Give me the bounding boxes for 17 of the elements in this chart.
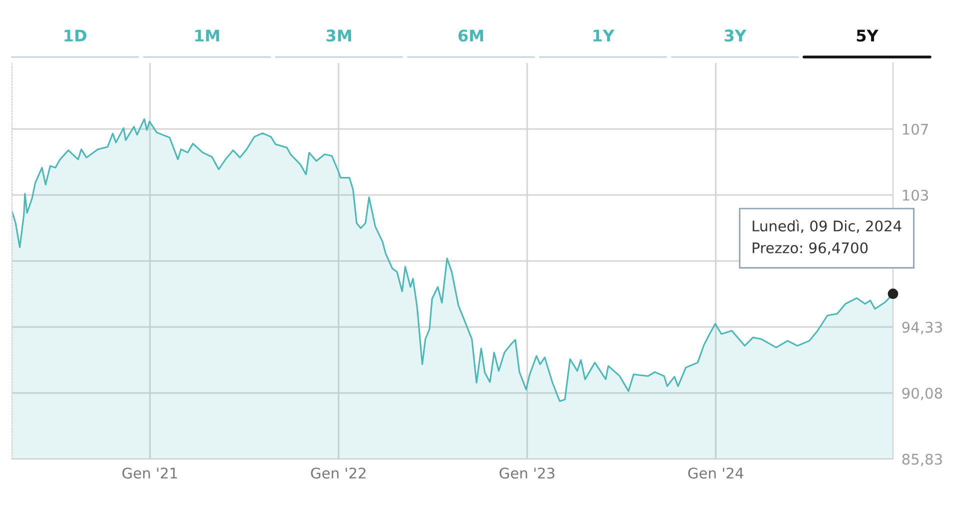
x-tick-label: Gen '22 (311, 468, 366, 479)
text: 1M (195, 30, 220, 42)
y-tick-label: 85,83 (902, 454, 942, 466)
text: 6M (458, 30, 484, 42)
y-tick-label: 90,08 (902, 388, 942, 400)
annotation: Lunedì, 09 Dic, 2024 Prezzo: 96,4700 (752, 220, 902, 255)
x-tick-label: Gen '24 (688, 468, 744, 479)
text: 3M (326, 30, 352, 42)
text: 5Y (856, 30, 878, 42)
x-tick-label: Gen '21 (122, 468, 177, 479)
text: 1D (64, 30, 86, 42)
y-tick-label: 94,33 (902, 322, 942, 334)
y-tick-label: 103 (902, 190, 928, 201)
x-tick-label: Gen '23 (500, 468, 554, 479)
text: 1Y (593, 30, 614, 42)
text: 3Y (724, 30, 746, 42)
y-tick-label: 107 (902, 124, 928, 135)
